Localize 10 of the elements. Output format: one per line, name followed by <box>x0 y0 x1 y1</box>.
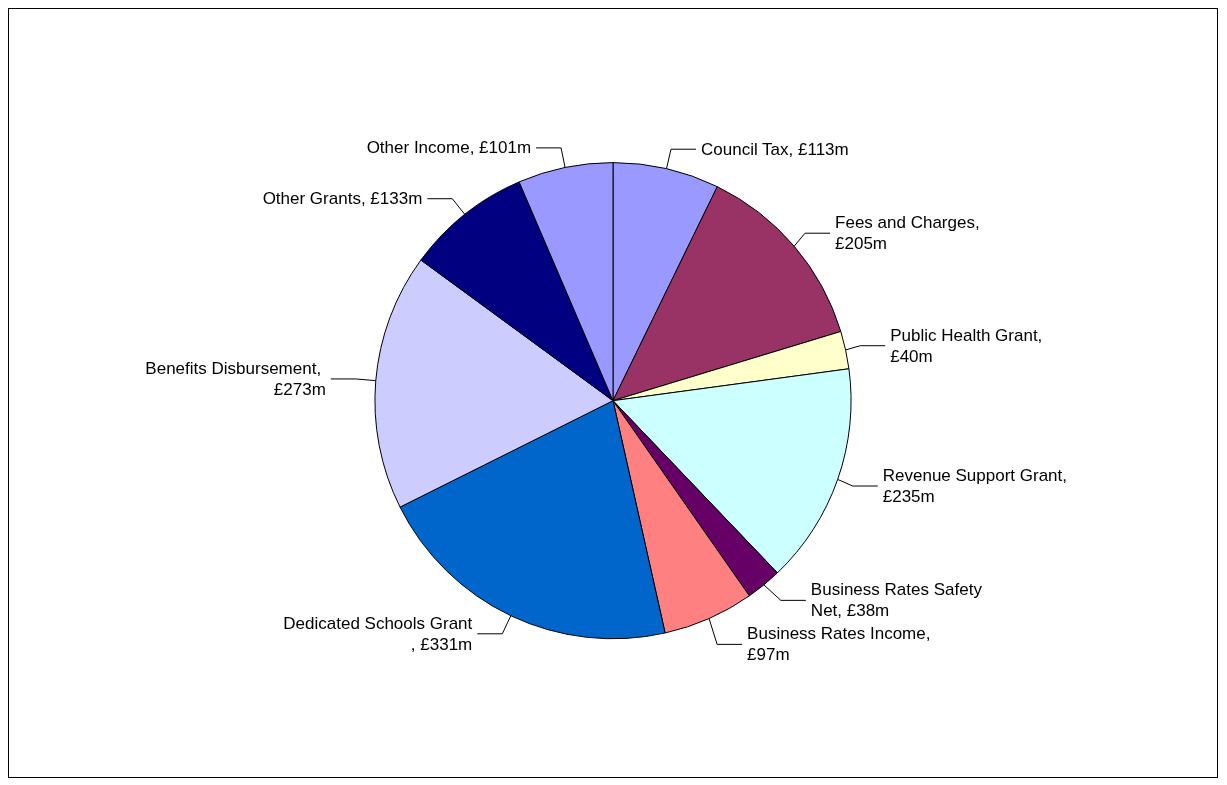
slice-label: Business Rates Safety Net, £38m <box>810 580 987 621</box>
slice-label: Fees and Charges, £205m <box>835 213 985 254</box>
slice-label: Other Grants, £133m <box>262 189 423 209</box>
slice-label: Revenue Support Grant, £235m <box>882 466 1072 507</box>
slice-label: Council Tax, £113m <box>701 139 849 159</box>
slice-label: Benefits Disbursement, £273m <box>145 358 326 399</box>
slice-label: Dedicated Schools Grant, £331m <box>283 613 473 654</box>
slice-label: Public Health Grant, £40m <box>890 325 1048 366</box>
slice-label: Other Income, £101m <box>366 138 532 158</box>
slice-label: Business Rates Income, £97m <box>747 624 936 665</box>
